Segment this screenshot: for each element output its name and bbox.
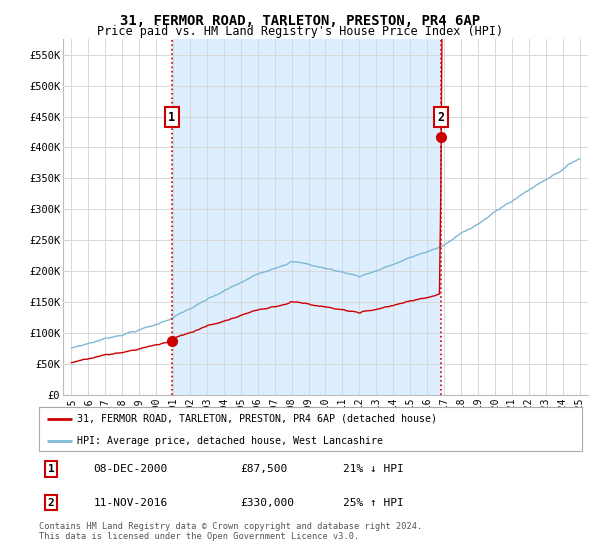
Text: £87,500: £87,500 — [240, 464, 287, 474]
Text: £330,000: £330,000 — [240, 497, 294, 507]
Text: 1: 1 — [168, 111, 175, 124]
Text: 08-DEC-2000: 08-DEC-2000 — [94, 464, 167, 474]
Text: Price paid vs. HM Land Registry's House Price Index (HPI): Price paid vs. HM Land Registry's House … — [97, 25, 503, 38]
Text: HPI: Average price, detached house, West Lancashire: HPI: Average price, detached house, West… — [77, 436, 383, 446]
Text: 2: 2 — [47, 497, 55, 507]
Text: 21% ↓ HPI: 21% ↓ HPI — [343, 464, 404, 474]
Text: 31, FERMOR ROAD, TARLETON, PRESTON, PR4 6AP: 31, FERMOR ROAD, TARLETON, PRESTON, PR4 … — [120, 14, 480, 28]
Text: 31, FERMOR ROAD, TARLETON, PRESTON, PR4 6AP (detached house): 31, FERMOR ROAD, TARLETON, PRESTON, PR4 … — [77, 414, 437, 424]
Text: 1: 1 — [47, 464, 55, 474]
Text: 2: 2 — [437, 111, 445, 124]
Bar — [172, 39, 441, 395]
Text: 11-NOV-2016: 11-NOV-2016 — [94, 497, 167, 507]
Text: Contains HM Land Registry data © Crown copyright and database right 2024.
This d: Contains HM Land Registry data © Crown c… — [39, 522, 422, 542]
Text: 25% ↑ HPI: 25% ↑ HPI — [343, 497, 404, 507]
